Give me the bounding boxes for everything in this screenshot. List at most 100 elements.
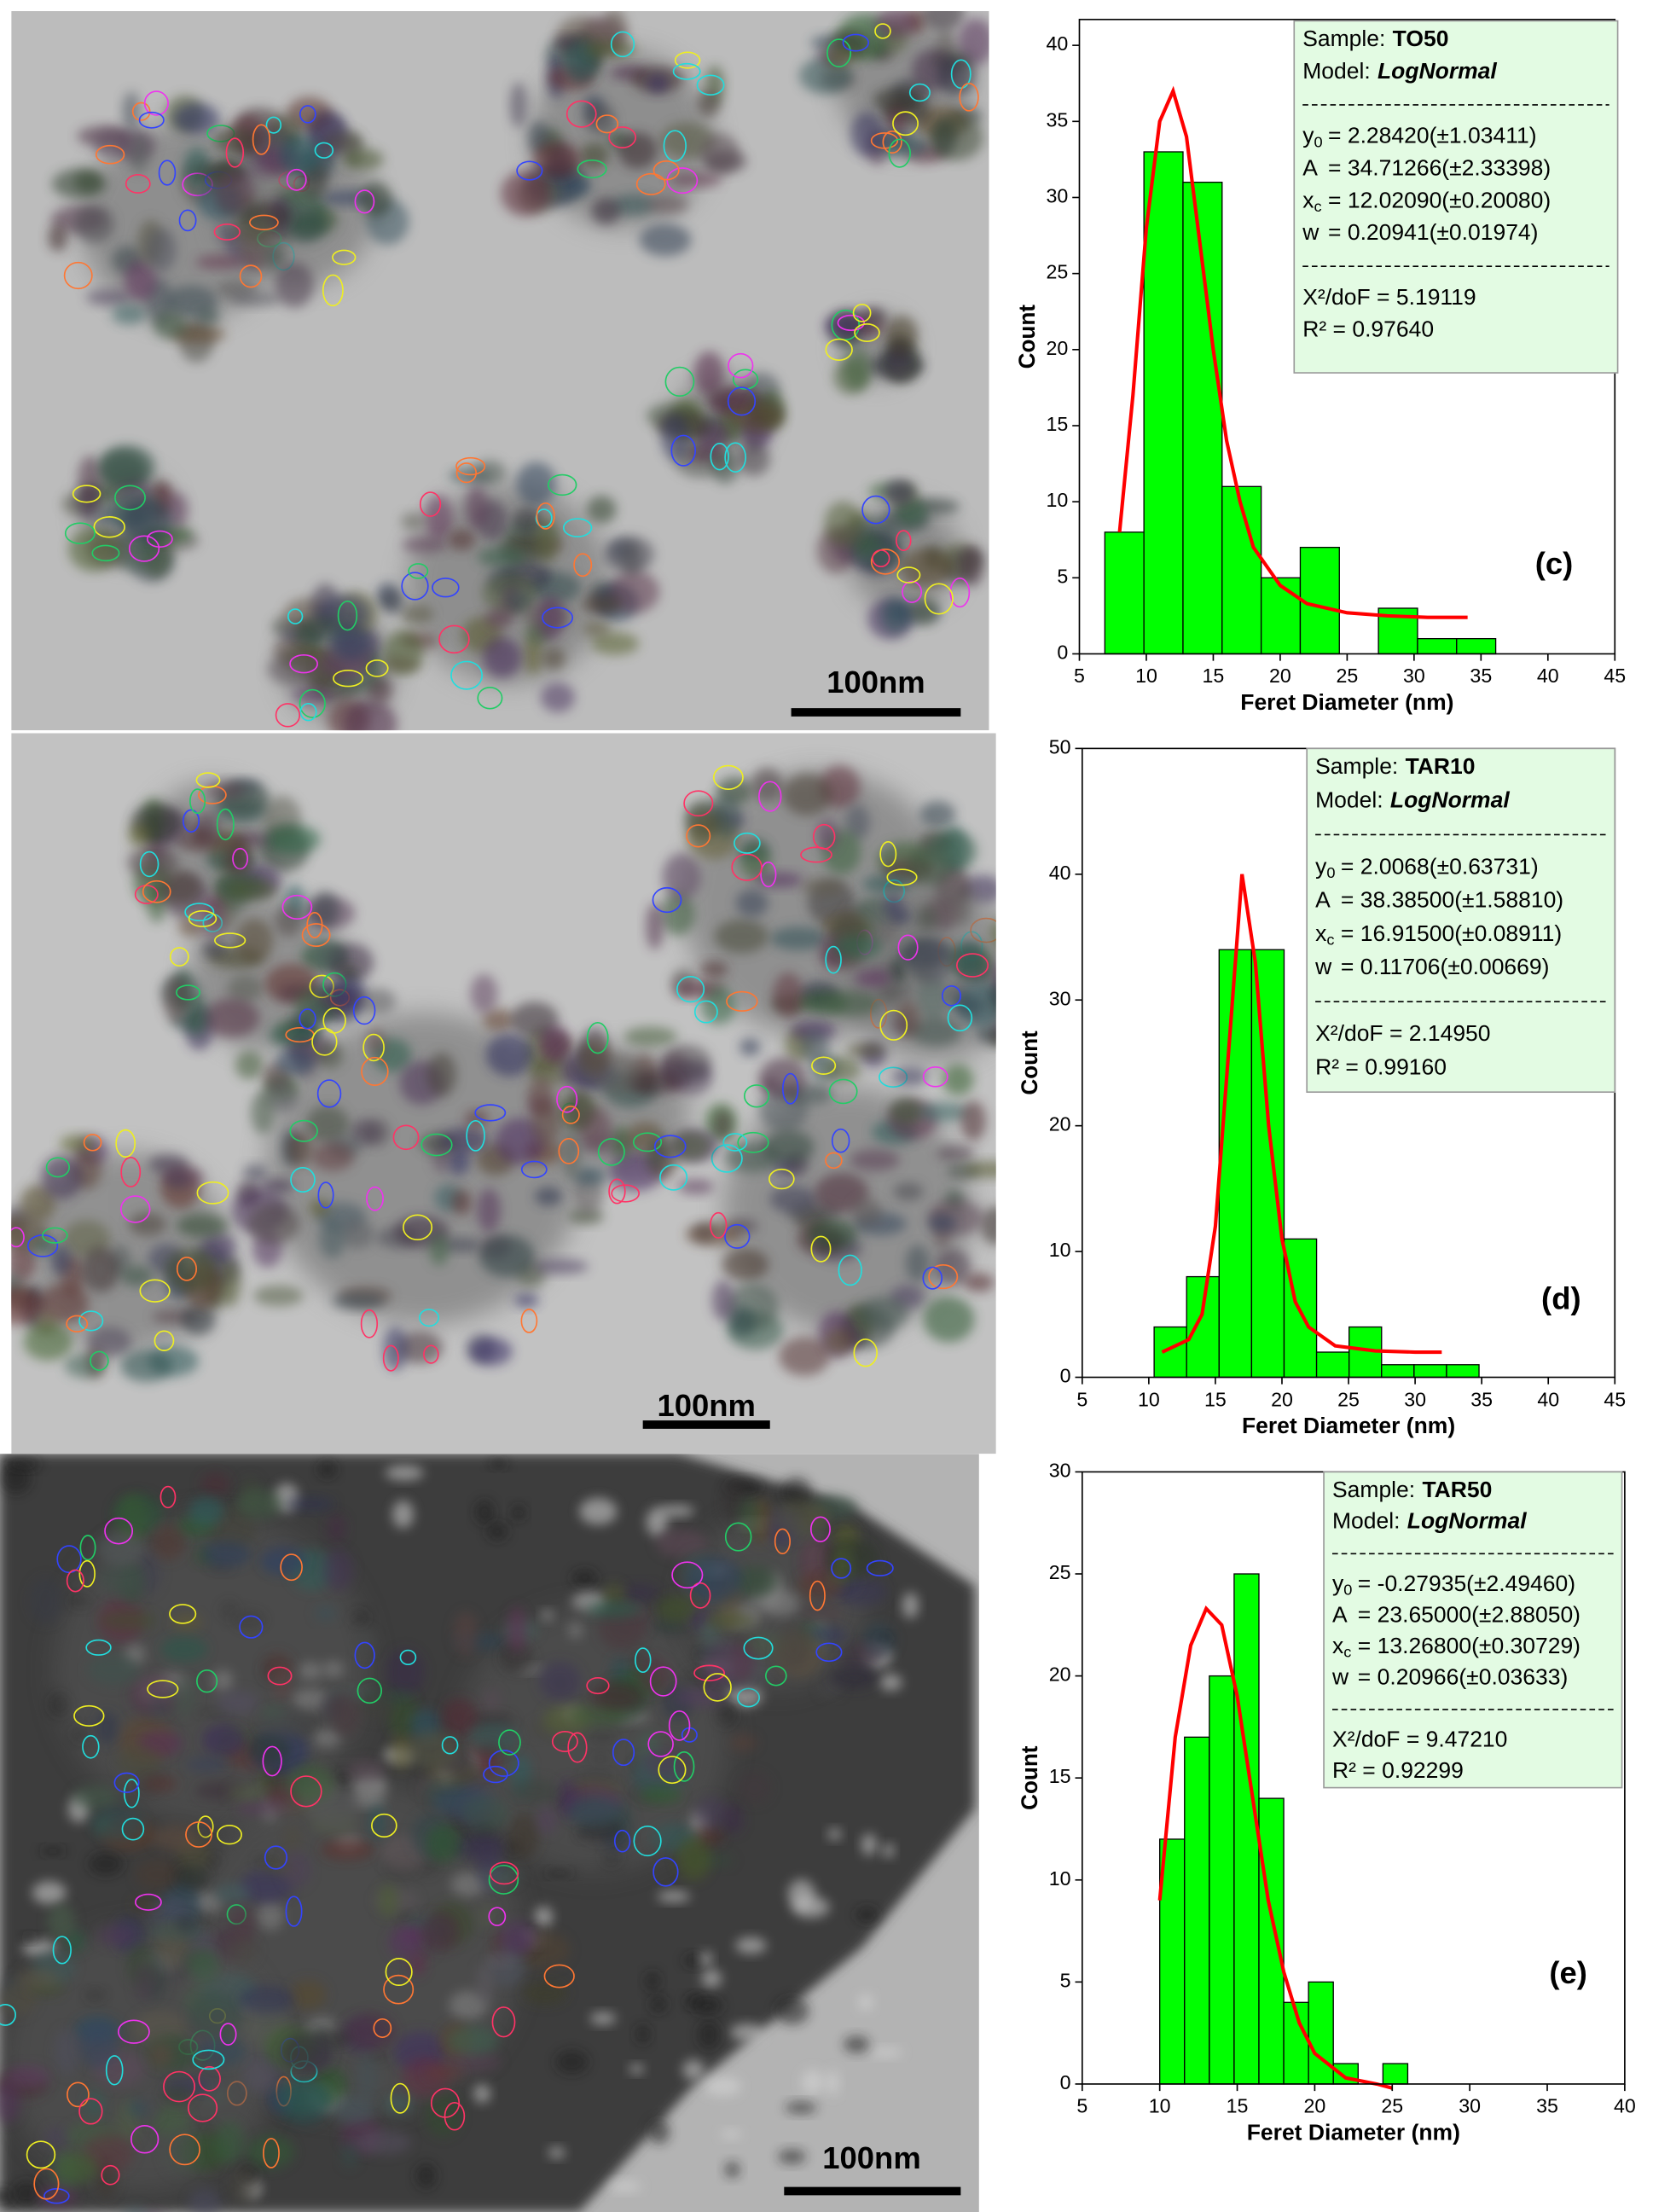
model-line: Model: LogNormal <box>1302 58 1497 84</box>
particle <box>881 597 910 635</box>
particle-outline <box>352 996 376 1025</box>
particle-outline <box>362 1033 385 1062</box>
particle-outline <box>663 130 687 162</box>
texture <box>843 2035 870 2053</box>
particle-outline <box>586 1676 610 1695</box>
particle <box>514 1293 539 1308</box>
particle <box>581 594 623 615</box>
particle-outline <box>185 1821 212 1848</box>
particle-outline <box>474 1104 507 1122</box>
particle <box>146 228 177 272</box>
particle-outline <box>365 659 389 677</box>
particle-outline <box>114 485 146 511</box>
particle <box>188 1991 243 2039</box>
particle-outline <box>689 1582 711 1609</box>
particle-outline <box>91 544 120 562</box>
particle <box>713 1110 733 1139</box>
panel-label: (e) <box>1549 1955 1587 1990</box>
particle <box>331 1293 386 1309</box>
particle <box>247 2063 273 2090</box>
particle <box>712 794 742 839</box>
particle <box>1006 931 1056 964</box>
x-tick-label: 30 <box>1403 665 1425 687</box>
particle <box>908 939 954 984</box>
particle <box>128 1212 167 1237</box>
x-tick-label: 5 <box>1076 2095 1088 2117</box>
particle <box>217 1690 259 1715</box>
particle <box>661 413 690 461</box>
particle <box>669 172 723 188</box>
texture <box>855 1907 879 1923</box>
particle <box>779 1337 831 1376</box>
particle <box>400 604 434 625</box>
particle-outline <box>825 945 842 974</box>
y-tick-label: 25 <box>1046 261 1068 283</box>
particle <box>401 512 426 531</box>
particle-outline <box>488 1907 507 1926</box>
y-tick-label: 50 <box>1049 736 1071 758</box>
y-axis-label: Count <box>1017 1031 1042 1095</box>
particle <box>770 926 827 951</box>
particle <box>358 988 397 1015</box>
y-tick-label: 35 <box>1046 109 1068 131</box>
y-tick-label: 20 <box>1049 1663 1071 1686</box>
particle <box>5 2065 51 2087</box>
particle-outline <box>105 2055 124 2086</box>
particle <box>188 1496 224 1526</box>
particle <box>587 1601 641 1618</box>
fit-statistic: R² = 0.97640 <box>1302 316 1434 342</box>
particle <box>638 1658 670 1693</box>
particle-outline <box>947 1004 973 1032</box>
particle <box>537 595 564 641</box>
particle <box>510 1779 557 1803</box>
particle <box>85 289 131 305</box>
particle-outline <box>608 126 637 148</box>
particle-outline <box>781 1072 799 1105</box>
particle-outline <box>825 338 853 361</box>
particle <box>242 1164 269 1181</box>
particle-outline <box>908 83 931 102</box>
y-tick-label: 20 <box>1046 337 1068 359</box>
particle <box>100 1611 157 1630</box>
particle-outline <box>52 1936 72 1965</box>
particle <box>332 2095 375 2125</box>
x-tick-label: 20 <box>1269 665 1291 687</box>
particle <box>11 1215 49 1249</box>
particle <box>733 1565 777 1598</box>
particle <box>235 1051 264 1080</box>
parameter-name: x <box>1315 920 1326 946</box>
bar <box>1382 2063 1409 2085</box>
particle-outline <box>195 772 221 788</box>
particle <box>758 1057 808 1099</box>
particle-outline <box>176 984 200 1001</box>
micrograph <box>11 11 989 731</box>
particle <box>345 1759 386 1784</box>
particle <box>603 1582 626 1607</box>
particle-outline <box>826 38 852 67</box>
texture <box>39 1846 67 1856</box>
y-tick-label: 5 <box>1060 1970 1071 1992</box>
particle <box>905 1245 930 1282</box>
particle <box>508 1813 540 1858</box>
particle-outline <box>134 885 159 904</box>
particle-outline <box>673 1750 695 1782</box>
particle <box>253 1285 304 1307</box>
particle <box>161 1165 204 1188</box>
particle <box>359 182 392 218</box>
texture <box>646 1507 669 1537</box>
particle <box>586 495 617 524</box>
particle <box>722 1803 745 1834</box>
particle <box>292 686 334 704</box>
particle <box>705 150 747 173</box>
parameter-subscript: 0 <box>1326 864 1335 881</box>
particle-outline <box>83 1134 102 1152</box>
particle-outline <box>653 1135 687 1158</box>
particle <box>0 1983 37 2016</box>
particle <box>283 1823 302 1855</box>
particle-outline <box>314 142 334 159</box>
particle <box>470 973 498 1013</box>
particle <box>203 998 260 1038</box>
particle <box>319 1219 346 1259</box>
sample-line: Sample: TO50 <box>1302 26 1448 51</box>
particle <box>227 1784 266 1802</box>
